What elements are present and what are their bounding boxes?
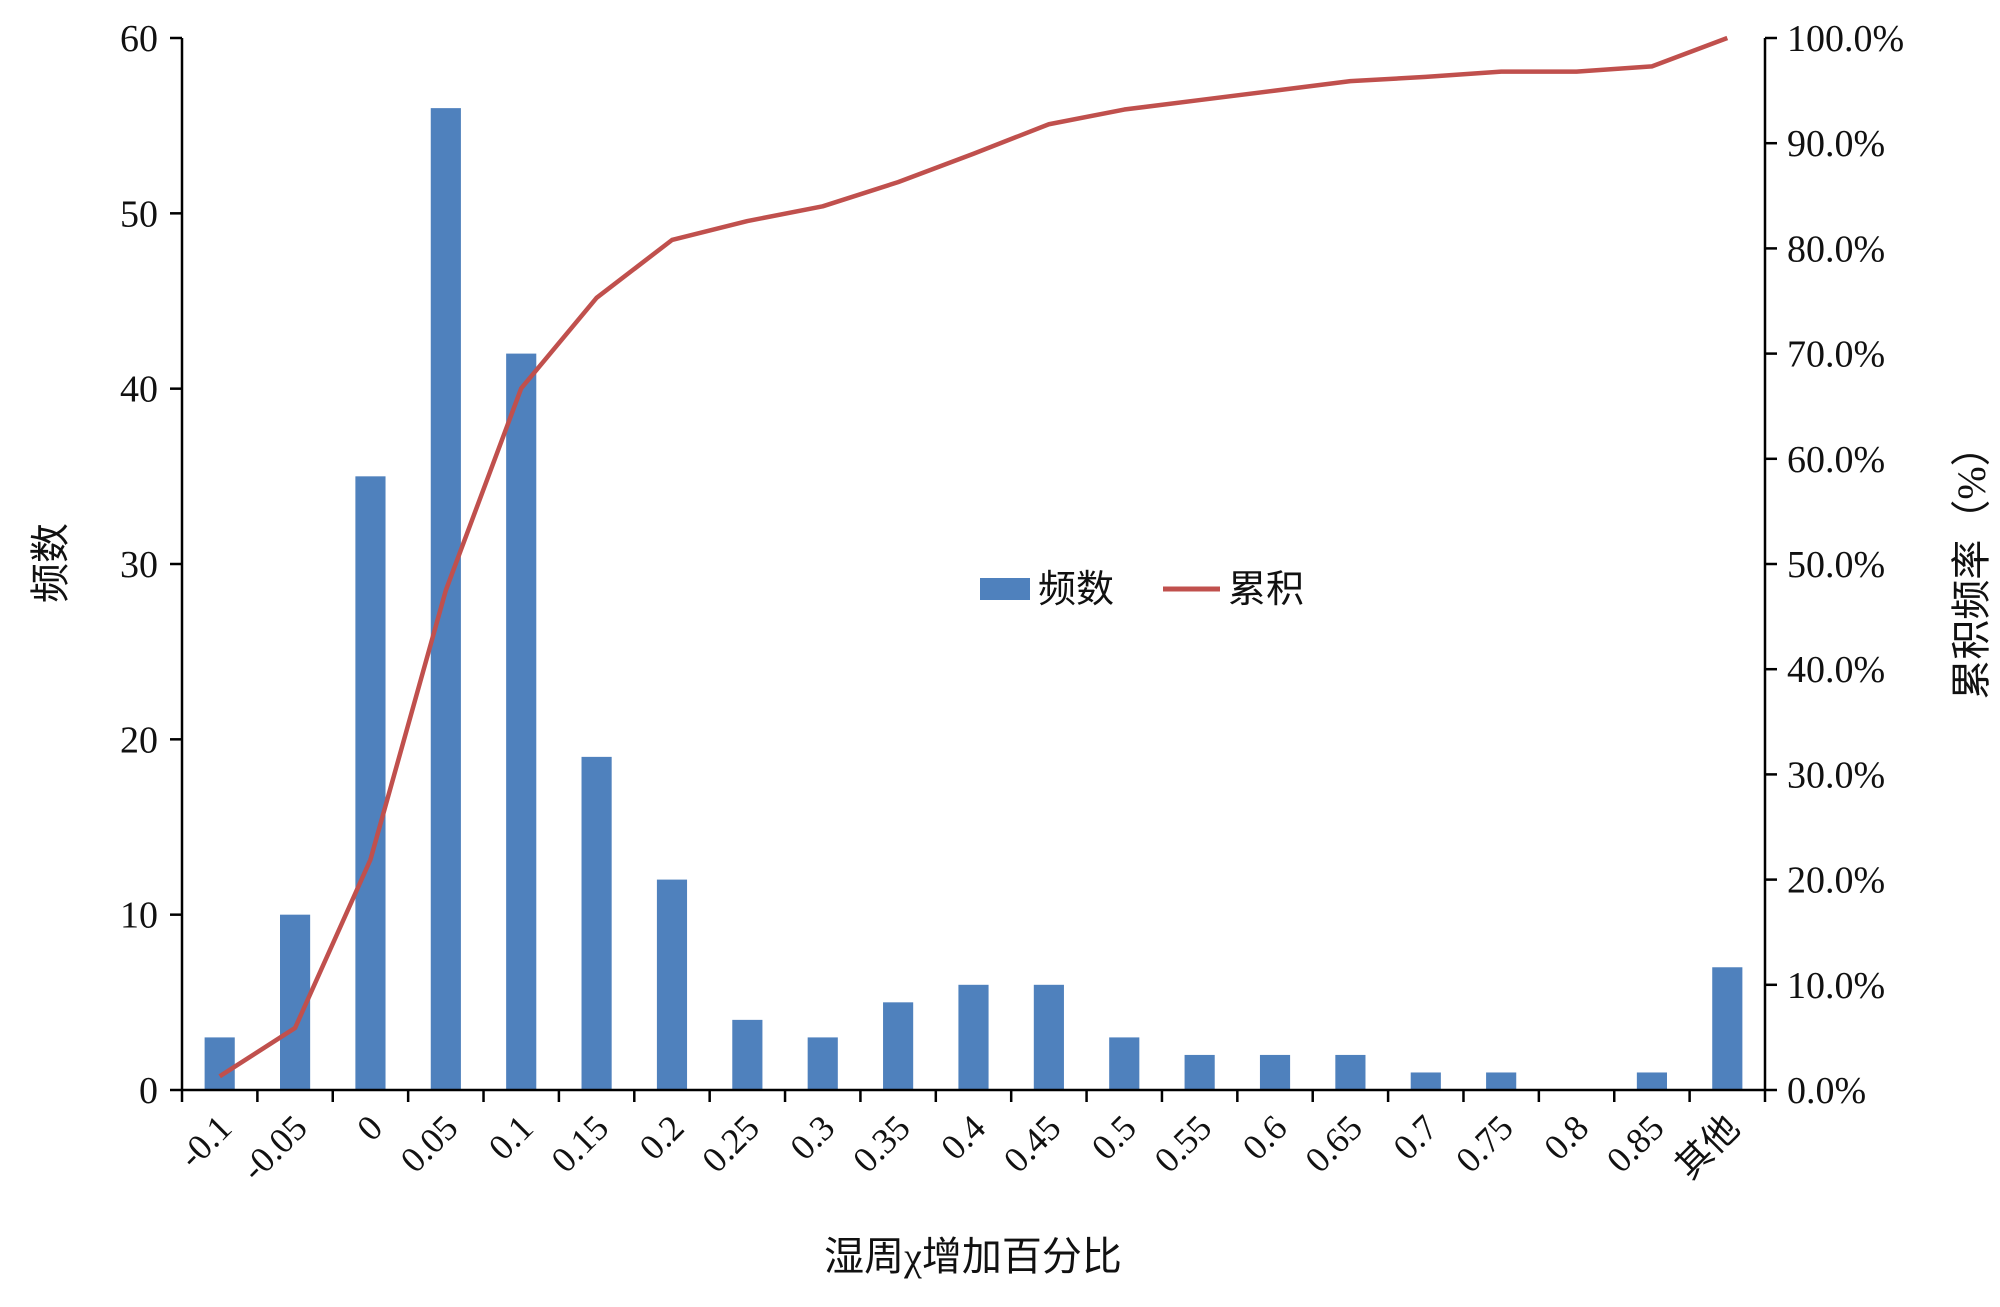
x-axis-title: 湿周χ增加百分比 (824, 1234, 1122, 1279)
x-tick-label: 0.5 (1084, 1107, 1144, 1167)
x-tick-label: 0.75 (1448, 1107, 1521, 1180)
y2-tick-label: 10.0% (1787, 965, 1885, 1007)
x-tick-label: 0.8 (1536, 1107, 1596, 1167)
x-tick-label: 0.15 (543, 1107, 616, 1180)
bar (807, 1037, 838, 1090)
y-tick-label: 10 (120, 895, 158, 937)
y-tick-label: 30 (120, 544, 158, 586)
bar (1184, 1054, 1215, 1090)
bar (883, 1002, 914, 1090)
y-tick-label: 50 (120, 193, 158, 235)
bars-layer (204, 108, 1743, 1091)
y-tick-label: 0 (139, 1070, 158, 1112)
y2-tick-label: 90.0% (1787, 123, 1885, 165)
axes-layer (180, 38, 1767, 1092)
x-tick-label: 0 (349, 1107, 390, 1148)
y2-axis-title: 累积频率（%） (1949, 426, 1994, 699)
y2-tick-label: 50.0% (1787, 544, 1885, 586)
x-tick-label: -0.05 (233, 1107, 314, 1188)
x-tick-label: 0.1 (481, 1107, 541, 1167)
ticks-layer: 0 10 20 30 40 50 60 0.0% 10.0% 20.0% 30.0% 40.0% 50.… (120, 18, 1904, 1189)
x-tick-label: 0.85 (1599, 1107, 1672, 1180)
y-tick-label: 60 (120, 18, 158, 60)
y2-tick-label: 20.0% (1787, 860, 1885, 902)
bar (958, 984, 989, 1090)
line-layer (218, 35, 1729, 1079)
bar (355, 476, 386, 1091)
bar (656, 879, 688, 1090)
bar (204, 1037, 235, 1090)
bar (581, 756, 612, 1090)
x-tick-label: 0.35 (845, 1107, 918, 1180)
bar (1712, 967, 1743, 1090)
bar (1335, 1054, 1366, 1090)
y2-tick-label: 60.0% (1787, 439, 1885, 481)
y2-tick-label: 40.0% (1787, 649, 1885, 691)
bar (1109, 1037, 1140, 1090)
y-axis-title: 频数 (28, 523, 73, 603)
bar (1636, 1072, 1667, 1090)
cumulative-line (218, 35, 1729, 1079)
x-tick-label: 0.3 (782, 1107, 842, 1167)
x-tick-label: 0.55 (1146, 1107, 1219, 1180)
y2-tick-label: 0.0% (1787, 1070, 1866, 1112)
y2-tick-label: 30.0% (1787, 754, 1885, 796)
legend: 频数 累积 (980, 569, 1304, 611)
x-tick-label: 0.2 (632, 1107, 692, 1167)
legend-label-bars: 频数 (1038, 569, 1114, 611)
x-tick-label: 0.4 (933, 1107, 993, 1167)
x-tick-label: 0.45 (996, 1107, 1069, 1180)
x-tick-label: 0.6 (1235, 1107, 1295, 1167)
bar (430, 108, 461, 1090)
legend-label-line: 累积 (1228, 569, 1304, 611)
bar (1033, 984, 1064, 1090)
bar (1259, 1054, 1291, 1090)
x-tick-label: 0.65 (1297, 1107, 1370, 1180)
legend-swatch-bars (980, 578, 1030, 600)
x-tick-label: 其他 (1668, 1107, 1747, 1186)
bar (732, 1019, 763, 1090)
bar (1410, 1072, 1441, 1090)
y2-tick-label: 70.0% (1787, 334, 1885, 376)
y-tick-label: 20 (120, 719, 158, 761)
x-tick-label: 0.7 (1385, 1107, 1445, 1167)
y2-tick-label: 80.0% (1787, 228, 1885, 270)
x-tick-label: -0.1 (171, 1107, 240, 1176)
y2-tick-label: 100.0% (1787, 18, 1904, 60)
y-tick-label: 40 (120, 369, 158, 411)
bar (506, 353, 537, 1091)
x-tick-label: 0.25 (694, 1107, 767, 1180)
bar (1486, 1072, 1517, 1090)
x-tick-label: 0.05 (393, 1107, 466, 1180)
